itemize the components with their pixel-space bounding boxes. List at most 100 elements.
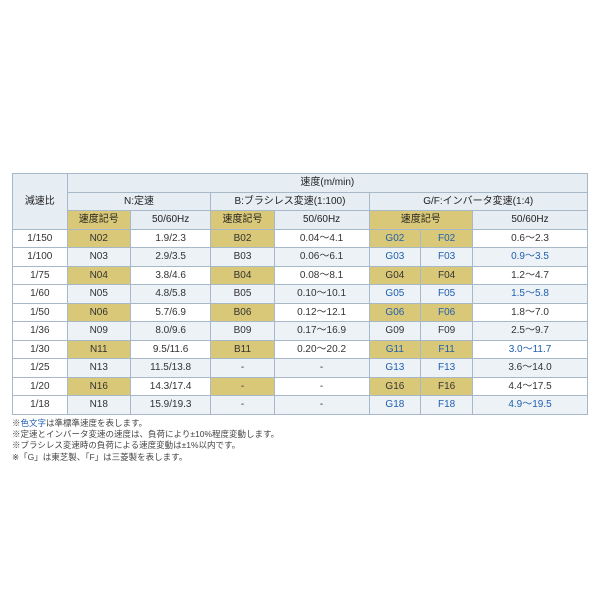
cell-n-code: N11 bbox=[67, 340, 130, 359]
hdr-b-hz: 50/60Hz bbox=[274, 211, 369, 230]
cell-n-code: N09 bbox=[67, 322, 130, 341]
footnotes: ※色文字は準標準速度を表します。 ※定速とインバータ変速の速度は、負荷により±1… bbox=[12, 418, 588, 464]
cell-ratio: 1/36 bbox=[13, 322, 68, 341]
cell-b-code: - bbox=[211, 396, 274, 415]
cell-g-code: G03 bbox=[369, 248, 421, 267]
cell-ratio: 1/75 bbox=[13, 266, 68, 285]
table-row: 1/150N021.9/2.3B020.04～4.1G02F020.6～2.3 bbox=[13, 229, 588, 248]
cell-f-code: F04 bbox=[421, 266, 473, 285]
cell-gf-hz: 4.4～17.5 bbox=[473, 377, 588, 396]
hdr-speed-unit: 速度(m/min) bbox=[67, 174, 587, 193]
cell-n-code: N03 bbox=[67, 248, 130, 267]
cell-n-hz: 1.9/2.3 bbox=[130, 229, 211, 248]
cell-n-hz: 5.7/6.9 bbox=[130, 303, 211, 322]
cell-n-hz: 11.5/13.8 bbox=[130, 359, 211, 378]
note-3: ※ブラシレス変速時の負荷による速度変動は±1%以内です。 bbox=[12, 440, 588, 451]
cell-n-hz: 15.9/19.3 bbox=[130, 396, 211, 415]
cell-n-hz: 8.0/9.6 bbox=[130, 322, 211, 341]
cell-gf-hz: 3.0～11.7 bbox=[473, 340, 588, 359]
cell-n-code: N16 bbox=[67, 377, 130, 396]
cell-g-code: G05 bbox=[369, 285, 421, 304]
cell-n-hz: 2.9/3.5 bbox=[130, 248, 211, 267]
cell-f-code: F13 bbox=[421, 359, 473, 378]
cell-b-hz: 0.08～8.1 bbox=[274, 266, 369, 285]
cell-n-code: N04 bbox=[67, 266, 130, 285]
cell-b-hz: 0.12～12.1 bbox=[274, 303, 369, 322]
cell-b-code: B05 bbox=[211, 285, 274, 304]
note-2: ※定速とインバータ変速の速度は、負荷により±10%程度変動します。 bbox=[12, 429, 588, 440]
table-row: 1/100N032.9/3.5B030.06～6.1G03F030.9～3.5 bbox=[13, 248, 588, 267]
cell-ratio: 1/20 bbox=[13, 377, 68, 396]
cell-gf-hz: 1.5～5.8 bbox=[473, 285, 588, 304]
cell-g-code: G16 bbox=[369, 377, 421, 396]
cell-g-code: G04 bbox=[369, 266, 421, 285]
cell-f-code: F11 bbox=[421, 340, 473, 359]
cell-gf-hz: 1.8～7.0 bbox=[473, 303, 588, 322]
cell-gf-hz: 2.5～9.7 bbox=[473, 322, 588, 341]
table-row: 1/36N098.0/9.6B090.17～16.9G09F092.5～9.7 bbox=[13, 322, 588, 341]
cell-ratio: 1/150 bbox=[13, 229, 68, 248]
hdr-group-n: N:定速 bbox=[67, 192, 211, 211]
cell-n-code: N02 bbox=[67, 229, 130, 248]
cell-n-hz: 3.8/4.6 bbox=[130, 266, 211, 285]
cell-g-code: G02 bbox=[369, 229, 421, 248]
cell-ratio: 1/60 bbox=[13, 285, 68, 304]
cell-n-hz: 4.8/5.8 bbox=[130, 285, 211, 304]
cell-n-hz: 14.3/17.4 bbox=[130, 377, 211, 396]
cell-f-code: F18 bbox=[421, 396, 473, 415]
cell-g-code: G09 bbox=[369, 322, 421, 341]
cell-g-code: G11 bbox=[369, 340, 421, 359]
cell-f-code: F05 bbox=[421, 285, 473, 304]
hdr-gf-hz: 50/60Hz bbox=[473, 211, 588, 230]
cell-b-code: B03 bbox=[211, 248, 274, 267]
cell-n-hz: 9.5/11.6 bbox=[130, 340, 211, 359]
cell-b-hz: 0.20～20.2 bbox=[274, 340, 369, 359]
table-row: 1/18N1815.9/19.3--G18F184.9～19.5 bbox=[13, 396, 588, 415]
cell-f-code: F06 bbox=[421, 303, 473, 322]
cell-b-hz: 0.04～4.1 bbox=[274, 229, 369, 248]
speed-table: 減速比 速度(m/min) N:定速 B:ブラシレス変速(1:100) G/F:… bbox=[12, 173, 588, 415]
cell-b-code: - bbox=[211, 359, 274, 378]
hdr-n-code: 速度記号 bbox=[67, 211, 130, 230]
cell-n-code: N13 bbox=[67, 359, 130, 378]
hdr-gf-code: 速度記号 bbox=[369, 211, 473, 230]
hdr-group-b: B:ブラシレス変速(1:100) bbox=[211, 192, 369, 211]
note-4: ※「G」は東芝製、「F」は三菱製を表します。 bbox=[12, 452, 588, 463]
table-row: 1/75N043.8/4.6B040.08～8.1G04F041.2～4.7 bbox=[13, 266, 588, 285]
cell-gf-hz: 4.9～19.5 bbox=[473, 396, 588, 415]
cell-n-code: N06 bbox=[67, 303, 130, 322]
cell-b-code: - bbox=[211, 377, 274, 396]
cell-gf-hz: 1.2～4.7 bbox=[473, 266, 588, 285]
cell-gf-hz: 3.6～14.0 bbox=[473, 359, 588, 378]
cell-b-code: B02 bbox=[211, 229, 274, 248]
cell-b-hz: - bbox=[274, 377, 369, 396]
cell-f-code: F16 bbox=[421, 377, 473, 396]
cell-b-hz: - bbox=[274, 359, 369, 378]
cell-g-code: G06 bbox=[369, 303, 421, 322]
hdr-b-code: 速度記号 bbox=[211, 211, 274, 230]
cell-f-code: F03 bbox=[421, 248, 473, 267]
cell-gf-hz: 0.9～3.5 bbox=[473, 248, 588, 267]
cell-ratio: 1/30 bbox=[13, 340, 68, 359]
cell-f-code: F09 bbox=[421, 322, 473, 341]
cell-gf-hz: 0.6～2.3 bbox=[473, 229, 588, 248]
cell-g-code: G18 bbox=[369, 396, 421, 415]
cell-ratio: 1/100 bbox=[13, 248, 68, 267]
hdr-ratio: 減速比 bbox=[13, 174, 68, 230]
table-row: 1/25N1311.5/13.8--G13F133.6～14.0 bbox=[13, 359, 588, 378]
cell-f-code: F02 bbox=[421, 229, 473, 248]
cell-ratio: 1/50 bbox=[13, 303, 68, 322]
table-row: 1/30N119.5/11.6B110.20～20.2G11F113.0～11.… bbox=[13, 340, 588, 359]
table-row: 1/20N1614.3/17.4--G16F164.4～17.5 bbox=[13, 377, 588, 396]
table-row: 1/60N054.8/5.8B050.10～10.1G05F051.5～5.8 bbox=[13, 285, 588, 304]
cell-b-code: B06 bbox=[211, 303, 274, 322]
cell-b-hz: 0.10～10.1 bbox=[274, 285, 369, 304]
cell-ratio: 1/25 bbox=[13, 359, 68, 378]
cell-n-code: N05 bbox=[67, 285, 130, 304]
cell-b-code: B11 bbox=[211, 340, 274, 359]
cell-g-code: G13 bbox=[369, 359, 421, 378]
cell-b-hz: - bbox=[274, 396, 369, 415]
cell-b-code: B09 bbox=[211, 322, 274, 341]
cell-b-hz: 0.17～16.9 bbox=[274, 322, 369, 341]
cell-n-code: N18 bbox=[67, 396, 130, 415]
